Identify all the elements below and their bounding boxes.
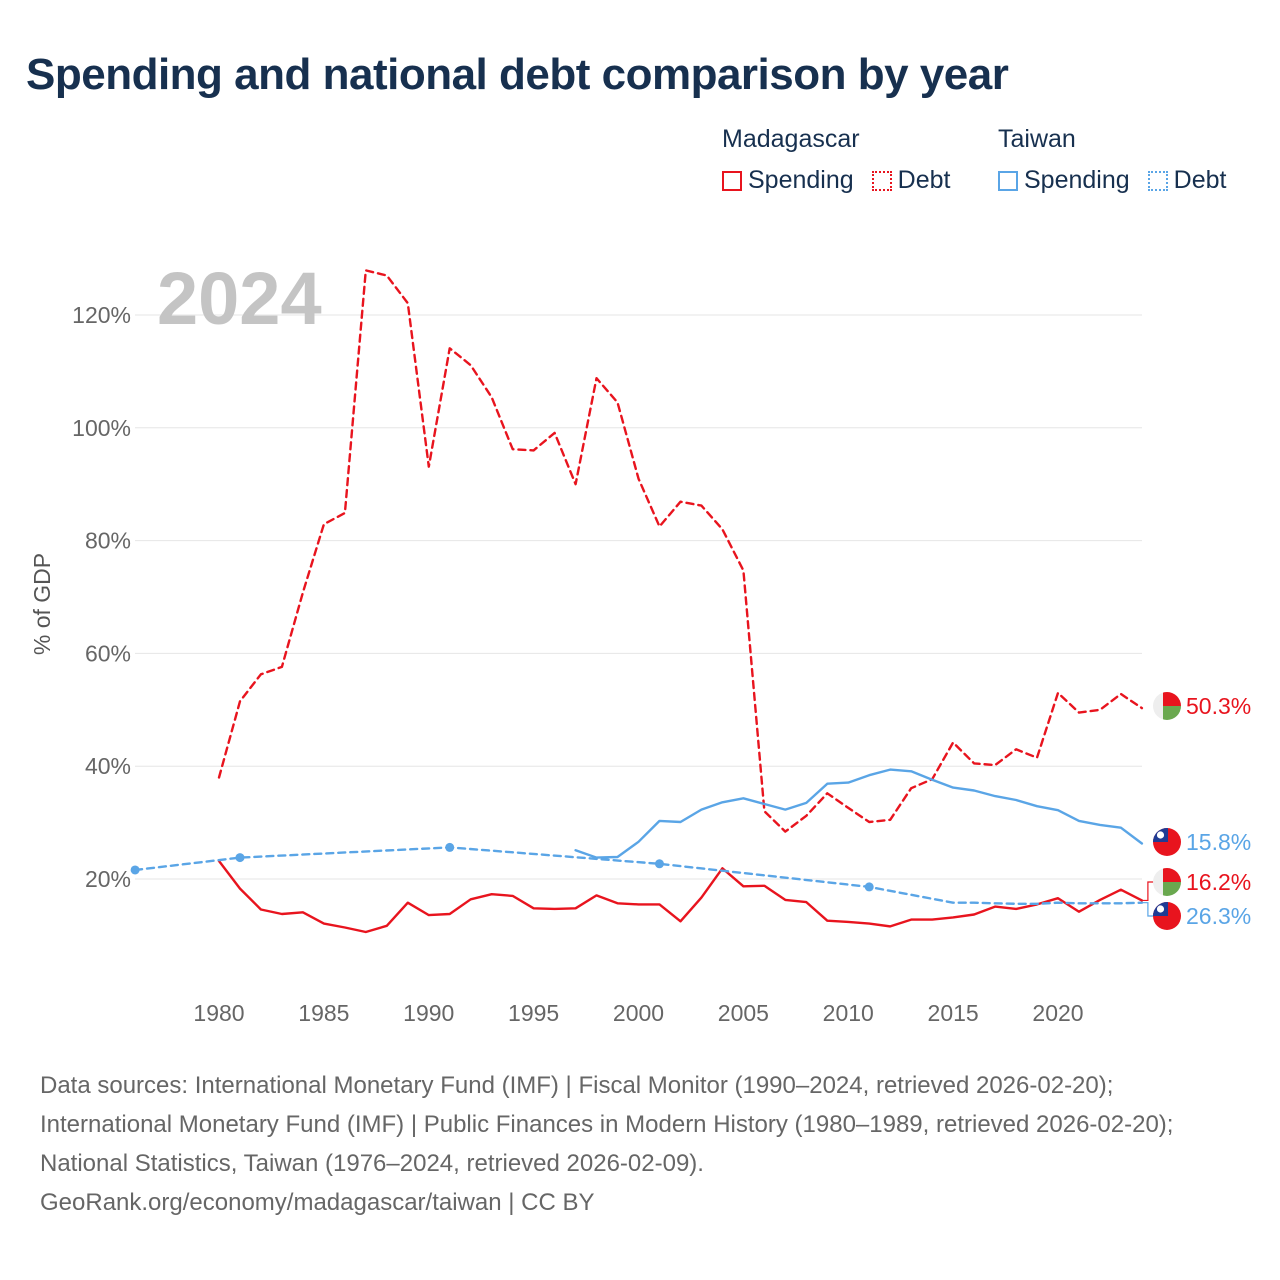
legend-swatch-dotted	[871, 170, 892, 191]
x-tick-label: 2020	[1032, 1000, 1083, 1026]
series-layer	[130, 269, 1144, 934]
legend-swatch-dotted	[1147, 170, 1168, 191]
legend-group-name: Madagascar	[722, 125, 860, 153]
legend-label: Spending	[748, 166, 854, 194]
legend-label: Debt	[1173, 166, 1227, 194]
end-label-connector	[1141, 902, 1154, 917]
legend-item-taiwan-spending[interactable]: Spending	[998, 166, 1130, 195]
y-tick-label: 20%	[85, 866, 131, 892]
y-tick-label: 80%	[85, 528, 131, 554]
series-line-taiwan-debt[interactable]	[133, 846, 1144, 905]
madagascar-flag-icon	[1153, 692, 1181, 720]
legend-swatch-solid	[722, 170, 742, 191]
y-tick-label: 60%	[85, 640, 131, 666]
end-value-label: 50.3%	[1186, 693, 1251, 719]
data-point-marker	[130, 865, 140, 875]
series-line-madagascar-spending[interactable]	[217, 859, 1144, 934]
x-tick-label: 2005	[718, 1000, 769, 1026]
credit-link[interactable]: GeoRank.org/economy/madagascar/taiwan | …	[40, 1189, 595, 1216]
legend-label: Debt	[897, 166, 951, 194]
y-tick-label: 100%	[72, 415, 131, 441]
year-watermark: 2024	[157, 257, 322, 340]
grid-layer: 20% 40% 60% 80% 100% 120% 1980 1985 1990 1995 2000…	[72, 302, 1142, 1026]
end-value-label: 16.2%	[1186, 869, 1251, 895]
x-tick-label: 1995	[508, 1000, 559, 1026]
legend-group-madagascar: Madagascar Spending Debt	[722, 122, 968, 195]
line-chart: 20% 40% 60% 80% 100% 120% 1980 1985 1990 1995 2000…	[29, 257, 1251, 1026]
data-point-marker	[235, 853, 245, 863]
data-sources: Data sources: International Monetary Fun…	[40, 1072, 1174, 1177]
x-tick-label: 1980	[193, 1000, 244, 1026]
legend-item-madagascar-spending[interactable]: Spending	[722, 166, 854, 195]
end-label-connector	[1141, 881, 1154, 902]
taiwan-flag-icon	[1153, 828, 1181, 856]
madagascar-flag-icon	[1153, 868, 1181, 896]
legend-swatch-solid	[998, 170, 1018, 191]
end-value-label: 26.3%	[1186, 903, 1251, 929]
x-tick-label: 1990	[403, 1000, 454, 1026]
x-tick-label: 2010	[823, 1000, 874, 1026]
data-point-marker	[654, 859, 664, 869]
data-point-marker	[864, 882, 874, 892]
series-line-taiwan-spending[interactable]	[574, 768, 1144, 859]
x-tick-label: 2015	[928, 1000, 979, 1026]
x-tick-label: 2000	[613, 1000, 664, 1026]
legend-label: Spending	[1024, 166, 1130, 194]
series-line-madagascar-debt[interactable]	[217, 269, 1144, 833]
legend-item-taiwan-debt[interactable]: Debt	[1147, 166, 1227, 195]
legend-item-madagascar-debt[interactable]: Debt	[871, 166, 951, 195]
end-value-label: 15.8%	[1186, 829, 1251, 855]
chart-title: Spending and national debt comparison by…	[26, 50, 1009, 99]
y-tick-label: 40%	[85, 753, 131, 779]
x-tick-label: 1985	[298, 1000, 349, 1026]
footer: Data sources: International Monetary Fun…	[40, 1066, 1240, 1222]
data-point-marker	[445, 842, 455, 852]
y-tick-label: 120%	[72, 302, 131, 328]
legend-group-taiwan: Taiwan Spending Debt	[998, 122, 1226, 195]
legend-group-name: Taiwan	[998, 125, 1076, 153]
y-axis-label: % of GDP	[29, 553, 55, 655]
end-labels-layer: 50.3% 16.2% 26.3% 15.8%	[1141, 692, 1251, 930]
taiwan-flag-icon	[1153, 902, 1181, 930]
